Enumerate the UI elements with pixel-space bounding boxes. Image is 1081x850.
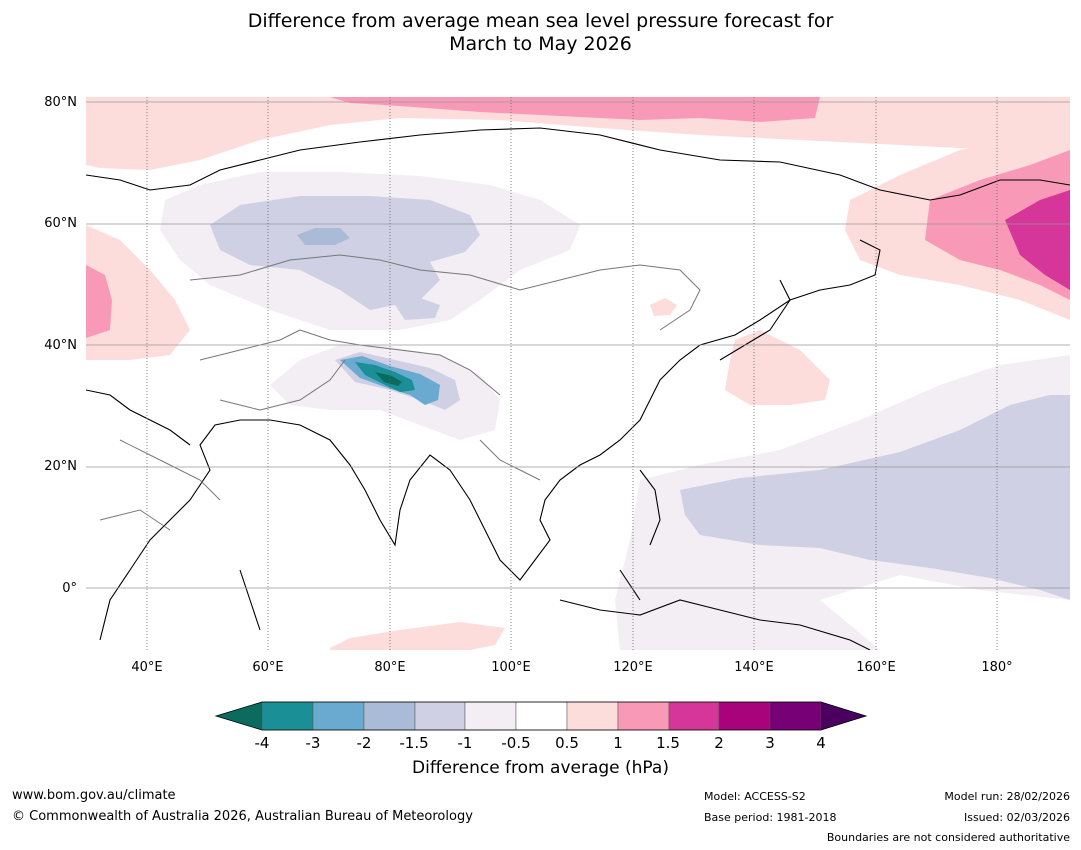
colorbar-title: Difference from average (hPa) (412, 758, 669, 778)
lon-label: 60°E (252, 660, 284, 675)
lon-label: 160°E (856, 660, 896, 675)
colorbar-swatch (261, 701, 314, 731)
colorbar-swatch (718, 701, 771, 731)
meridians (146, 97, 998, 650)
anomaly-region-japan (725, 330, 830, 405)
colorbar-swatch (617, 701, 670, 731)
colorbar-outline (214, 701, 868, 731)
map-title-line2: March to May 2026 (449, 33, 632, 55)
colorbar-tick-label: 1.5 (656, 734, 680, 752)
lon-label: 80°E (374, 660, 406, 675)
colorbar-swatch (363, 701, 416, 731)
map-panel (86, 97, 1070, 650)
lat-label: 60°N (44, 216, 77, 231)
anomaly-region-tibet-weak (270, 345, 500, 440)
colorbar-tick-label: 3 (765, 734, 775, 752)
anomaly-region-bering-max (1005, 190, 1070, 290)
anomaly-region-korea (650, 298, 677, 316)
anomaly-region-arctic (86, 97, 1070, 175)
colorbar-tick-label: -1 (457, 734, 473, 752)
lon-label: 120°E (613, 660, 653, 675)
colorbar-tick-label: 2 (714, 734, 724, 752)
anomaly-region-siberia-core (297, 228, 350, 245)
colorbar (214, 701, 868, 731)
colorbar-swatch (414, 701, 466, 731)
lon-label: 100°E (491, 660, 531, 675)
neutral-region-east (820, 575, 1070, 650)
lat-label: 0° (62, 581, 77, 596)
graticule (86, 101, 1070, 589)
colorbar-swatch (566, 701, 619, 731)
colorbar-tick-label: -3 (305, 734, 321, 752)
copyright-text: © Commonwealth of Australia 2026, Austra… (12, 809, 473, 824)
colorbar-swatch (769, 701, 822, 731)
lat-label: 40°N (44, 338, 77, 353)
website-link[interactable]: www.bom.gov.au/climate (12, 788, 176, 803)
colorbar-tick-label: -1.5 (399, 734, 429, 752)
colorbar-tick-label: 0.5 (555, 734, 579, 752)
country-borders (99, 254, 701, 531)
map-title-line1: Difference from average mean sea level p… (247, 10, 834, 32)
boundaries-note: Boundaries are not considered authoritat… (826, 831, 1070, 844)
anomaly-region-pacific (680, 395, 1070, 600)
coastlines (86, 127, 1070, 650)
anomaly-region-indian-ocean (330, 622, 505, 650)
colorbar-tick-label: -2 (356, 734, 372, 752)
base-period: Base period: 1981-2018 (704, 811, 837, 824)
colorbar-tick-label: 4 (816, 734, 826, 752)
colorbar-tick-label: -4 (254, 734, 270, 752)
colorbar-swatch (515, 701, 568, 731)
anomaly-region-arctic-strong (330, 97, 820, 122)
lon-label: 140°E (734, 660, 774, 675)
colorbar-swatch (668, 701, 720, 731)
lon-label: 180° (981, 660, 1013, 675)
lon-label: 40°E (131, 660, 163, 675)
model-run-date: Model run: 28/02/2026 (944, 790, 1070, 803)
lat-label: 80°N (44, 95, 77, 110)
colorbar-tick-label: 1 (613, 734, 623, 752)
colorbar-extend-high (821, 702, 866, 730)
issued-date: Issued: 02/03/2026 (963, 811, 1070, 824)
anomaly-region-europe-strong (86, 265, 112, 338)
colorbar-swatch (464, 701, 517, 731)
colorbar-tick-label: -0.5 (501, 734, 531, 752)
anomaly-region-siberia (210, 196, 480, 310)
colorbar-extend-low (216, 702, 262, 730)
anomaly-region-kazakh (395, 298, 440, 320)
colorbar-swatch (312, 701, 365, 731)
anomaly-region-europe (86, 225, 190, 360)
model-name: Model: ACCESS-S2 (704, 790, 806, 803)
anomaly-region-tibet-core (375, 372, 402, 386)
lat-label: 20°N (44, 459, 77, 474)
